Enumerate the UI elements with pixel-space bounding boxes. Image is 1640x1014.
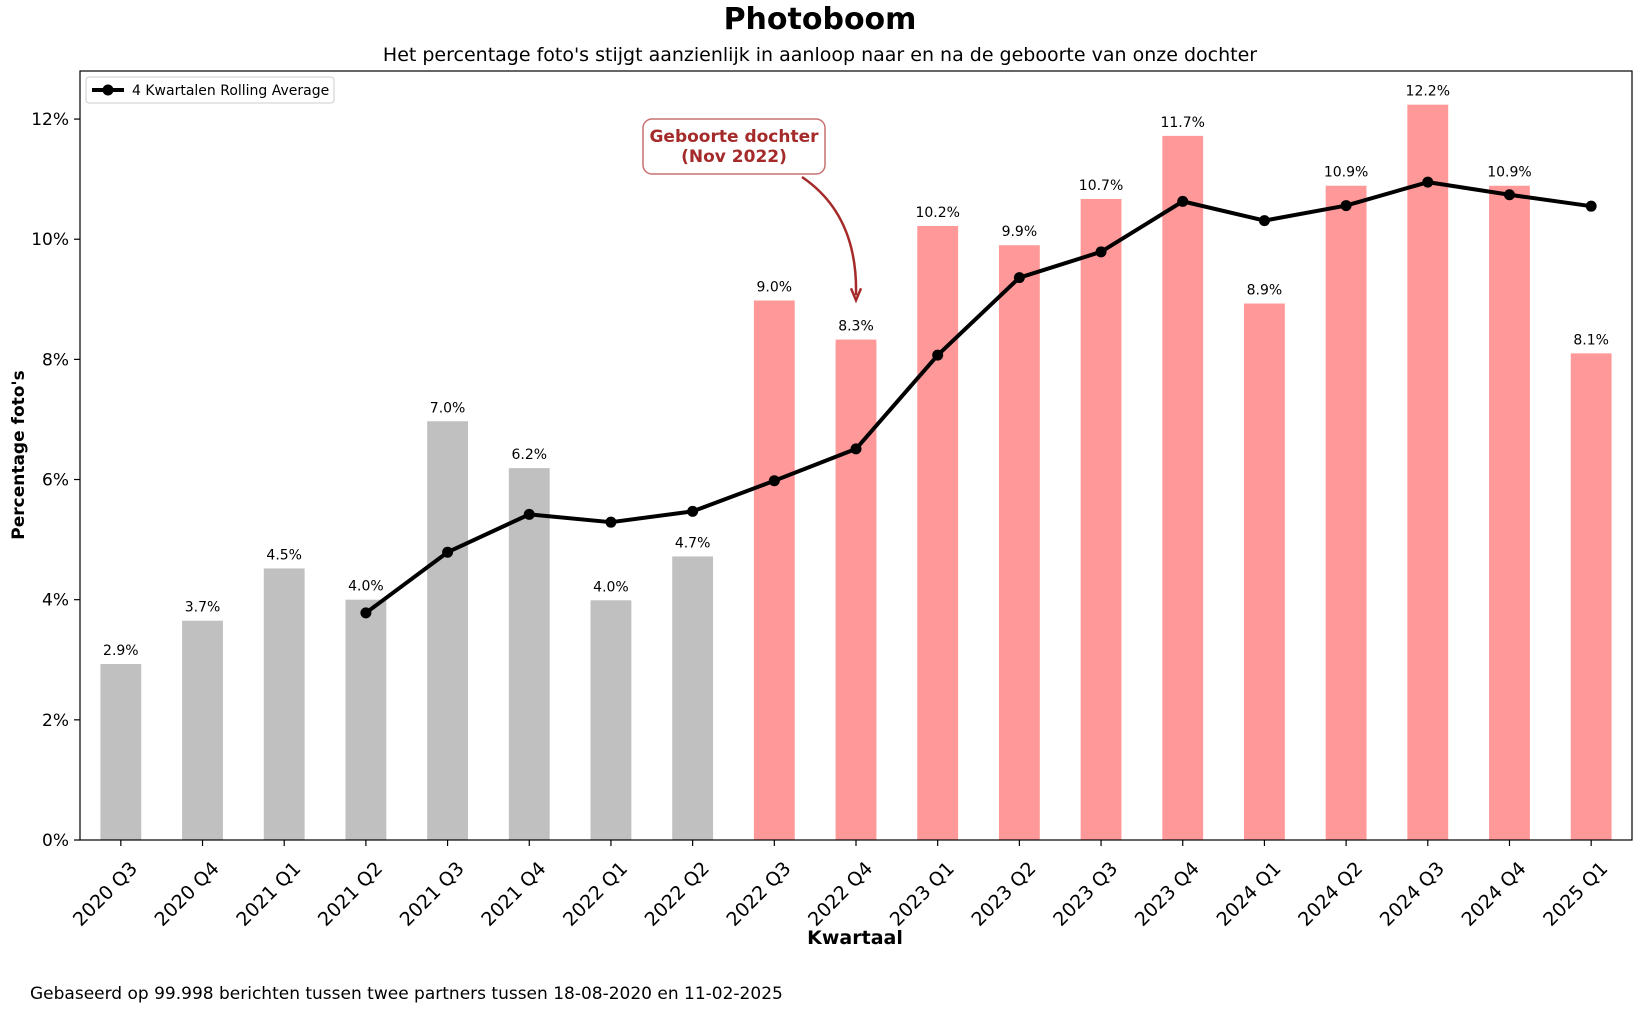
bar-value-label: 7.0% [430,400,466,416]
bar-value-label: 8.1% [1573,332,1609,348]
bar-value-label: 4.5% [266,547,302,563]
rolling-average-point [360,607,372,619]
bar-value-label: 6.2% [511,447,547,463]
bar [263,568,305,840]
bar [1325,185,1367,841]
y-tick-label: 0% [42,831,69,851]
rolling-average-point [687,505,699,517]
x-tick-label: 2024 Q2 [1294,858,1367,931]
bar-value-label: 10.9% [1487,165,1531,181]
rolling-average-line [364,180,1592,615]
y-tick-label: 6% [42,471,69,491]
y-tick-label: 2% [42,711,69,731]
rolling-average-point [605,516,617,528]
bar [753,300,795,841]
footnote: Gebaseerd op 99.998 berichten tussen twe… [30,984,783,1004]
bar-value-label: 12.2% [1406,84,1450,100]
x-tick-label: 2021 Q4 [477,858,550,931]
bar [182,620,223,840]
bar-value-label: 4.7% [675,535,711,551]
legend-box [85,76,335,104]
rolling-average-point [1503,189,1515,201]
bar-value-label: 10.9% [1324,165,1368,181]
rolling-average-point [523,508,535,520]
bar-value-label: 4.0% [593,579,629,595]
x-tick-label: 2021 Q1 [232,858,305,931]
bar-value-label: 9.9% [1002,224,1038,240]
x-tick-label: 2024 Q3 [1376,858,1449,931]
bar-value-label: 3.7% [185,600,221,616]
bar [590,600,632,840]
x-tick-label: 2024 Q1 [1212,858,1285,931]
annotation-text: (Nov 2022) [681,147,787,167]
x-tick-label: 2022 Q1 [559,858,632,931]
x-tick-label: 2021 Q2 [314,858,387,931]
bar-value-label: 4.0% [348,579,384,595]
x-tick-label: 2024 Q4 [1457,858,1530,931]
rolling-average-point [1095,246,1107,258]
x-tick-label: 2020 Q4 [151,858,224,931]
x-axis-label: Kwartaal [807,927,903,949]
bar-value-label: 10.7% [1079,178,1123,194]
bar [998,245,1040,840]
x-tick-label: 2023 Q1 [886,858,959,931]
bar [917,226,959,840]
bar [1407,104,1449,841]
rolling-average-point [1422,176,1434,188]
y-tick-label: 12% [31,110,69,130]
x-tick-label: 2022 Q3 [722,858,795,931]
x-tick-label: 2021 Q3 [396,858,469,931]
bar [427,421,468,840]
annotation-box [642,118,826,175]
bar [835,339,877,840]
y-axis-label: Percentage foto's [9,370,29,540]
y-tick-label: 4% [42,591,69,611]
annotation-arrow [801,175,858,296]
x-tick-label: 2020 Q3 [69,858,142,931]
x-tick-label: 2025 Q1 [1539,858,1612,931]
y-tick-label: 8% [42,350,69,370]
bar [672,556,714,840]
bar-value-label: 2.9% [103,643,139,659]
x-tick-label: 2023 Q4 [1131,858,1204,931]
rolling-average-point [932,349,944,361]
bar-value-label: 11.7% [1160,115,1204,131]
y-tick-label: 10% [31,230,69,250]
rolling-average-point [1258,215,1270,227]
chart-title: Photoboom [723,2,917,37]
annotation-arrowhead [849,287,863,304]
rolling-average-point [850,443,862,455]
bar [508,468,550,840]
chart-plot: 2.9% 3.7% 4.5% 4.0% 7.0% 6.2% 4.0% 4.7% 9.0% 8.3%… [9,70,1633,949]
bar [1080,198,1122,840]
rolling-average-point [1585,200,1597,212]
bar [1489,185,1530,841]
bar [345,599,387,840]
annotation-text: Geboorte dochter [649,127,819,147]
x-tick-label: 2022 Q4 [804,858,877,931]
bar [1244,303,1285,841]
legend-marker [102,84,114,96]
rolling-average-point [1177,195,1189,207]
x-tick-label: 2023 Q2 [967,858,1040,931]
chart-subtitle: Het percentage foto's stijgt aanzienlijk… [382,44,1258,66]
rolling-average-point [1013,272,1025,284]
bar-value-label: 8.3% [838,319,874,335]
x-tick-label: 2023 Q3 [1049,858,1122,931]
bar [100,663,142,840]
bar [1162,135,1204,840]
rolling-average-point [768,475,780,487]
bar-value-label: 8.9% [1247,283,1283,299]
bar-value-label: 10.2% [915,205,959,221]
bar-value-label: 9.0% [757,279,793,295]
legend-label: 4 Kwartalen Rolling Average [132,83,329,99]
rolling-average-point [442,546,454,558]
bar [1570,353,1612,840]
x-tick-label: 2022 Q2 [641,858,714,931]
rolling-average-point [1340,200,1352,212]
